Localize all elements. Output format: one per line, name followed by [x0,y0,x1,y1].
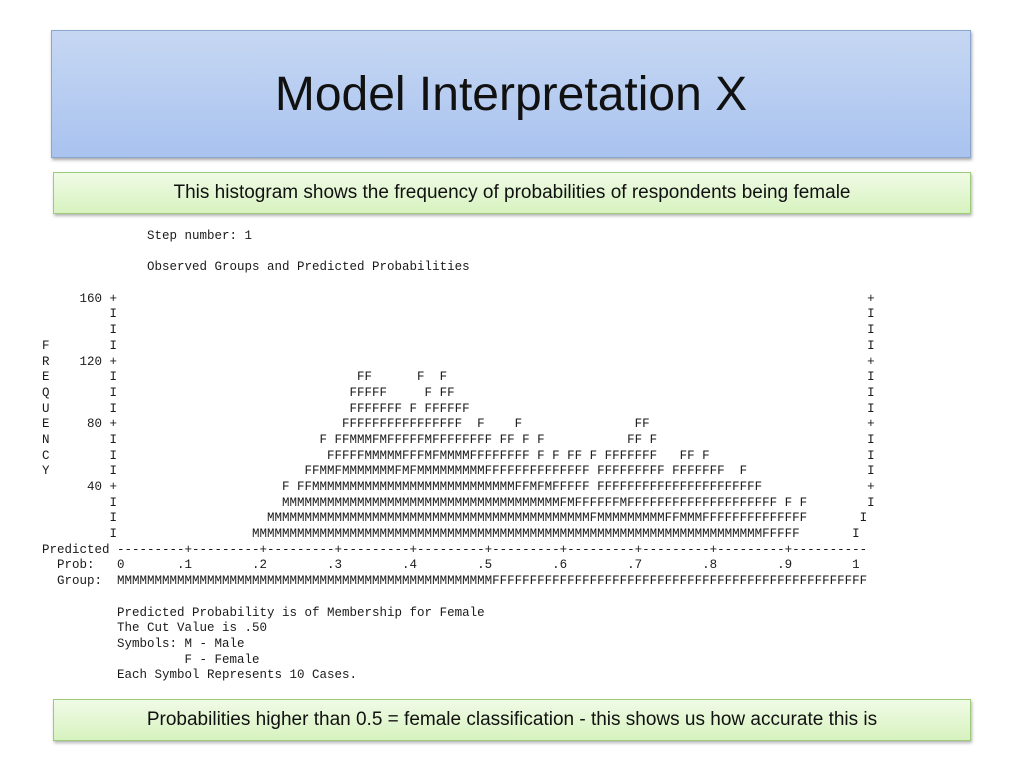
output-line: U I FFFFFFF F FFFFFF I [42,401,875,416]
output-line: F - Female [42,652,260,667]
output-line: N I F FFMMMFMFFFFFMFFFFFFFF FF F F FF F … [42,432,875,447]
output-line: Each Symbol Represents 10 Cases. [42,668,358,683]
output-line: F I I [42,338,875,353]
output-line: Observed Groups and Predicted Probabilit… [42,260,470,275]
output-line [42,590,875,606]
bottom-caption-box: Probabilities higher than 0.5 = female c… [53,699,971,741]
title-banner: Model Interpretation X [51,30,971,158]
output-line: 40 + F FFMMMMMMMMMMMMMMMMMMMMMMMMMMMFFMF… [42,480,875,494]
output-line: Prob: 0 .1 .2 .3 .4 .5 .6 .7 .8 .9 1 [42,558,860,573]
output-line: Predicted Probability is of Membership f… [42,605,485,620]
spss-classification-histogram: Step number: 1 Observed Groups and Predi… [42,229,875,684]
output-line: Symbols: M - Male [42,636,245,651]
output-line: Step number: 1 [42,229,253,243]
output-line: Y I FFMMFMMMMMMMFMFMMMMMMMMMFFFFFFFFFFFF… [42,464,875,479]
bottom-caption-text: Probabilities higher than 0.5 = female c… [146,709,878,730]
top-caption-box: This histogram shows the frequency of pr… [53,172,971,214]
output-line [42,245,875,261]
output-line: The Cut Value is .50 [42,621,268,636]
output-line: R 120 + + [42,354,875,369]
output-line: I I [42,307,875,322]
output-line: Predicted ---------+---------+---------+… [42,542,868,557]
output-line: 160 + + [42,291,875,306]
output-line: I MMMMMMMMMMMMMMMMMMMMMMMMMMMMMMMMMMMMMF… [42,495,875,510]
output-line: E 80 + FFFFFFFFFFFFFFFF F F FF + [42,417,875,432]
output-line: Group: MMMMMMMMMMMMMMMMMMMMMMMMMMMMMMMMM… [42,574,868,589]
output-line: I I [42,323,875,338]
output-line [42,276,875,292]
output-line: I MMMMMMMMMMMMMMMMMMMMMMMMMMMMMMMMMMMMMM… [42,527,860,542]
output-line: I MMMMMMMMMMMMMMMMMMMMMMMMMMMMMMMMMMMMMM… [42,511,868,526]
top-caption-text: This histogram shows the frequency of pr… [173,182,851,203]
slide-title: Model Interpretation X [274,67,748,121]
output-line: E I FF F F I [42,370,875,385]
output-line: Q I FFFFF F FF I [42,385,875,400]
output-line: C I FFFFFMMMMMFFFMFMMMMFFFFFFFF F F FF F… [42,448,875,463]
